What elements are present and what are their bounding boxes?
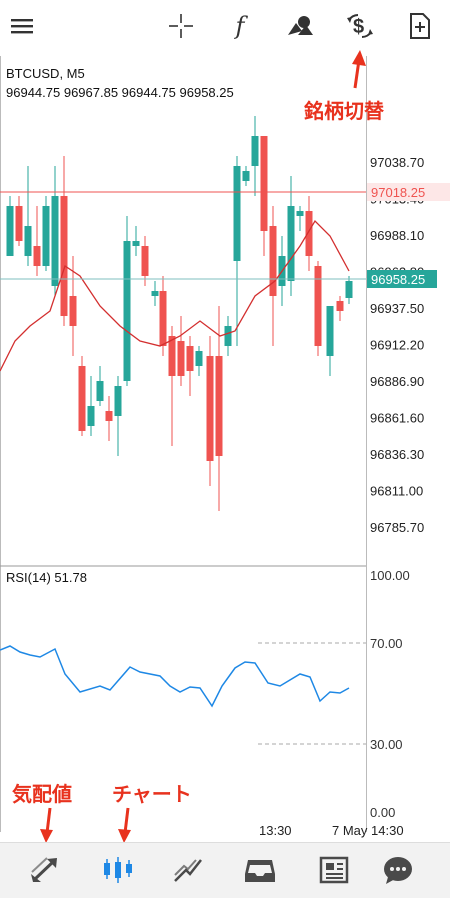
- candle-body: [96, 381, 104, 401]
- candle-body: [269, 226, 277, 296]
- candle-body: [345, 281, 353, 298]
- price-axis-label: 96937.50: [370, 301, 424, 316]
- candle-body: [141, 246, 149, 276]
- symbol-change-icon[interactable]: $: [344, 10, 376, 42]
- time-axis-label: 13:30: [259, 823, 292, 838]
- candle-body: [87, 406, 95, 426]
- candle-body: [114, 386, 122, 416]
- candle-body: [6, 206, 14, 256]
- crosshair-icon[interactable]: [165, 10, 197, 42]
- trade-icon[interactable]: [170, 853, 206, 887]
- candle-body: [336, 301, 344, 311]
- candle-body: [233, 166, 241, 261]
- candle-body: [186, 346, 194, 371]
- candle-body: [326, 306, 334, 356]
- candle-body: [260, 136, 268, 231]
- candle-body: [105, 411, 113, 421]
- price-axis-label: 96988.10: [370, 228, 424, 243]
- candle-body: [15, 206, 23, 241]
- candle-body: [215, 356, 223, 456]
- price-axis-label: 96811.00: [370, 484, 423, 499]
- history-icon[interactable]: [242, 853, 278, 887]
- candle-body: [296, 211, 304, 216]
- news-icon[interactable]: [316, 853, 352, 887]
- bottom-navigation: [0, 842, 450, 898]
- symbol-change-annotation: 銘柄切替: [304, 99, 384, 123]
- rsi-level-label: 100.00: [370, 568, 410, 583]
- red-line-label: 97018.25: [371, 185, 425, 200]
- price-axis-label: 96861.60: [370, 411, 424, 426]
- current-price-label-bg: [367, 270, 437, 288]
- price-axis-label: 96886.90: [370, 374, 424, 389]
- candle-body: [305, 211, 313, 256]
- chart-ohlc: 96944.75 96967.85 96944.75 96958.25: [6, 85, 234, 100]
- candle-body: [195, 351, 203, 366]
- candle-body: [251, 136, 259, 166]
- svg-text:$: $: [353, 16, 364, 38]
- candle-body: [42, 206, 50, 266]
- messages-icon[interactable]: [380, 853, 416, 887]
- objects-icon[interactable]: [284, 10, 316, 42]
- time-axis-label: 7 May 14:30: [332, 823, 404, 838]
- candle-body: [60, 196, 68, 316]
- price-axis-label: 97038.70: [370, 155, 424, 170]
- candle-body: [24, 226, 32, 256]
- candle-body: [151, 291, 159, 296]
- candle-body: [177, 341, 185, 376]
- quotes-icon[interactable]: [27, 853, 63, 887]
- top-toolbar: f $: [0, 0, 450, 52]
- current-price-label: 96958.25: [371, 272, 425, 287]
- price-axis-label: 96836.30: [370, 447, 424, 462]
- candle-body: [159, 291, 167, 346]
- red-line-label-bg: [367, 183, 450, 201]
- candle-body: [33, 246, 41, 266]
- chart-icon[interactable]: [100, 853, 136, 887]
- rsi-level-label: 30.00: [370, 737, 403, 752]
- add-chart-icon[interactable]: [404, 10, 436, 42]
- candle-body: [287, 206, 295, 281]
- rsi-title: RSI(14) 51.78: [6, 570, 87, 585]
- rsi-level-label: 70.00: [370, 636, 403, 651]
- candle-body: [78, 366, 86, 431]
- chart-symbol-timeframe: BTCUSD, M5: [6, 66, 85, 81]
- candle-body: [132, 241, 140, 246]
- menu-icon[interactable]: [6, 10, 38, 42]
- candle-body: [168, 336, 176, 376]
- price-axis-label: 96912.20: [370, 338, 424, 353]
- candle-body: [242, 171, 250, 181]
- function-icon[interactable]: f: [235, 12, 245, 40]
- quotes-annotation: 気配値: [12, 782, 72, 806]
- moving-average-line: [0, 219, 350, 372]
- price-axis-label: 96785.70: [370, 520, 424, 535]
- chart-annotation: チャート: [112, 782, 192, 806]
- candle-body: [206, 356, 214, 461]
- candle-body: [314, 266, 322, 346]
- candle-body: [224, 326, 232, 346]
- candle-body: [51, 196, 59, 286]
- candle-body: [69, 296, 77, 326]
- rsi-line: [0, 645, 350, 708]
- candle-body: [123, 241, 131, 381]
- rsi-level-label: 0.00: [370, 805, 395, 820]
